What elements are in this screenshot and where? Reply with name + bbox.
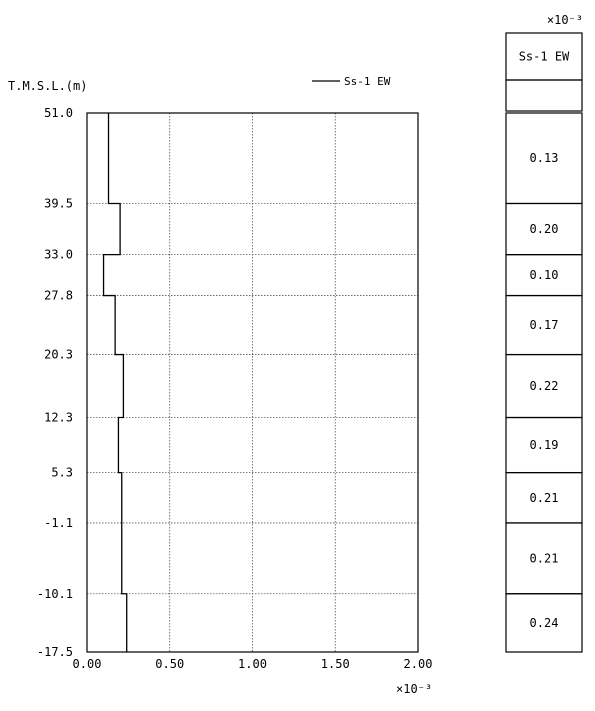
table-cell-text: 0.17 (530, 318, 559, 332)
legend: Ss-1 EW (312, 75, 391, 88)
series-line-ss-1-ew (102, 113, 128, 652)
x-tick-label: 2.00 (404, 657, 433, 671)
x-tick-label: 1.50 (321, 657, 350, 671)
x-tick-label: 0.00 (73, 657, 102, 671)
grid-lines (87, 113, 418, 652)
x-tick-labels: 0.00 0.50 1.00 1.50 2.00 (73, 657, 433, 671)
legend-label: Ss-1 EW (344, 75, 391, 88)
table-cell-text: 0.20 (530, 222, 559, 236)
plot-area (86, 112, 419, 653)
y-tick-label: 12.3 (44, 411, 73, 425)
table-cell-text: 0.22 (530, 379, 559, 393)
y-tick-label: 33.0 (44, 248, 73, 262)
y-tick-label: 27.8 (44, 289, 73, 303)
y-axis-label: T.M.S.L.(m) (8, 79, 87, 93)
table-cell-text: 0.13 (530, 151, 559, 165)
y-tick-label: -17.5 (37, 645, 73, 659)
table-cell-text: 0.21 (530, 491, 559, 505)
y-tick-label: -10.1 (37, 587, 73, 601)
table-cell-text: 0.21 (530, 551, 559, 565)
y-tick-labels: 51.0 39.5 33.0 27.8 20.3 12.3 5.3 -1.1 -10.1 -17.… (37, 106, 73, 659)
table-cell-text: 0.24 (530, 616, 559, 630)
y-tick-label: 5.3 (51, 466, 73, 480)
y-tick-label: 20.3 (44, 348, 73, 362)
table-cell-text: 0.10 (530, 268, 559, 282)
y-tick-label: -1.1 (44, 516, 73, 530)
table-cell-text: 0.19 (530, 438, 559, 452)
y-tick-label: 51.0 (44, 106, 73, 120)
table-cell-text: Ss-1 EW (519, 50, 570, 64)
value-table: ×10⁻³ Ss-1 EW 0.13 0.20 0.10 0.17 0.22 0.19 0.2… (505, 13, 583, 653)
x-tick-label: 1.00 (238, 657, 267, 671)
table-value-cell (505, 593, 583, 653)
table-multiplier: ×10⁻³ (547, 13, 583, 27)
x-tick-label: 0.50 (155, 657, 184, 671)
y-tick-label: 39.5 (44, 196, 73, 210)
table-blank-cell (505, 79, 583, 112)
x-axis-multiplier: ×10⁻³ (396, 682, 432, 696)
